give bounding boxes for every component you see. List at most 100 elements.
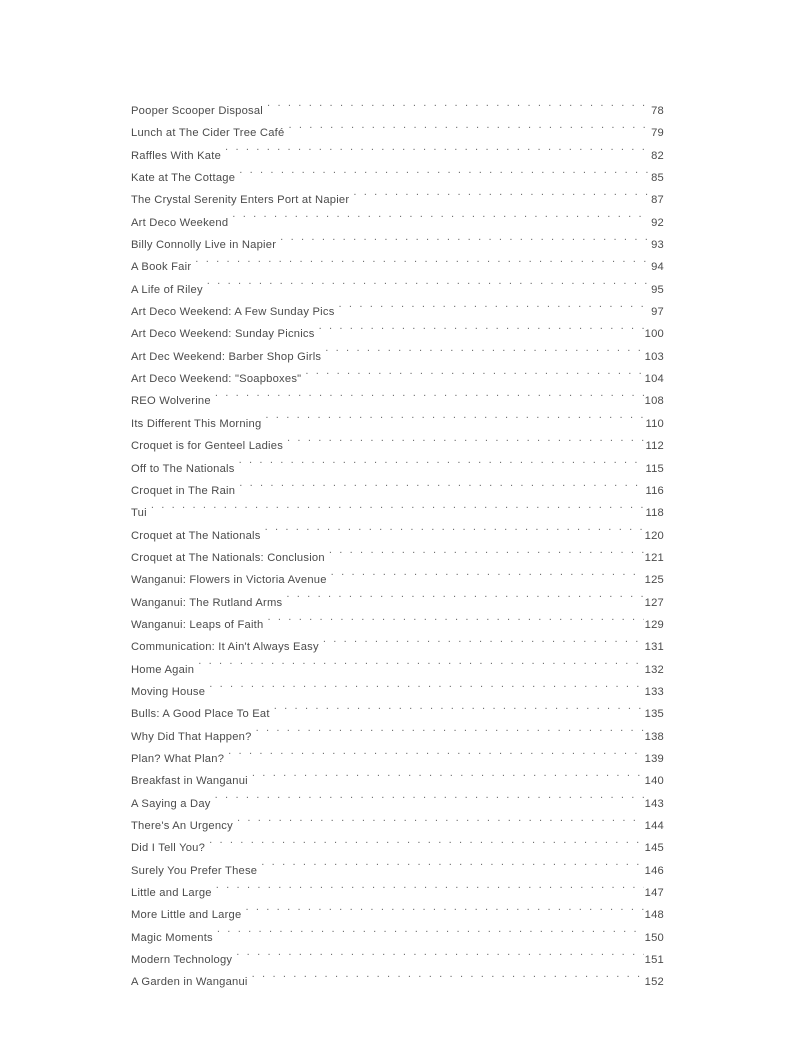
- toc-entry-page-number: 147: [644, 887, 664, 900]
- toc-entry-page-number: 135: [644, 708, 664, 721]
- toc-entry[interactable]: Art Deco Weekend: "Soapboxes" 104: [131, 368, 664, 390]
- toc-entry[interactable]: Art Deco Weekend: Sunday Picnics 100: [131, 323, 664, 345]
- toc-leader-dots: [236, 952, 643, 963]
- toc-entry-title: REO Wolverine: [131, 395, 211, 408]
- toc-entry-title: Art Deco Weekend: [131, 216, 229, 229]
- toc-leader-dots: [286, 594, 643, 605]
- toc-leader-dots: [252, 974, 644, 985]
- toc-entry[interactable]: Pooper Scooper Disposal 78: [131, 100, 664, 122]
- toc-entry-title: Wanganui: Flowers in Victoria Avenue: [131, 574, 327, 587]
- toc-entry-page-number: 144: [644, 820, 664, 832]
- toc-entry[interactable]: Billy Connolly Live in Napier 93: [131, 234, 664, 256]
- toc-entry[interactable]: Croquet in The Rain 116: [131, 480, 664, 502]
- toc-entry-title: A Saying a Day: [131, 797, 211, 810]
- toc-leader-dots: [207, 282, 650, 293]
- toc-entry-page-number: 93: [651, 239, 664, 252]
- toc-entry[interactable]: Surely You Prefer These 146: [131, 860, 664, 882]
- toc-entry[interactable]: Wanganui: Leaps of Faith 129: [131, 614, 664, 636]
- toc-entry[interactable]: More Little and Large 148: [131, 904, 664, 926]
- toc-entry-page-number: 108: [644, 395, 664, 408]
- toc-entry[interactable]: Plan? What Plan? 139: [131, 748, 664, 770]
- toc-entry[interactable]: A Life of Riley 95: [131, 279, 664, 301]
- toc-entry-page-number: 138: [644, 730, 664, 743]
- toc-entry[interactable]: Its Different This Morning 110: [131, 413, 664, 435]
- toc-entry-title: The Crystal Serenity Enters Port at Napi…: [131, 194, 350, 207]
- toc-entry-page-number: 95: [651, 283, 664, 296]
- toc-leader-dots: [267, 103, 650, 114]
- toc-entry-title: Little and Large: [131, 887, 212, 900]
- toc-entry-page-number: 140: [644, 775, 664, 788]
- toc-entry[interactable]: Off to The Nationals 115: [131, 458, 664, 480]
- toc-entry-page-number: 118: [645, 507, 664, 520]
- toc-entry-page-number: 125: [644, 574, 664, 587]
- toc-entry[interactable]: Magic Moments 150: [131, 927, 664, 949]
- toc-entry-title: A Life of Riley: [131, 283, 203, 296]
- toc-entry-title: Croquet in The Rain: [131, 484, 236, 497]
- toc-entry[interactable]: The Crystal Serenity Enters Port at Napi…: [131, 189, 664, 211]
- toc-entry[interactable]: Raffles With Kate 82: [131, 145, 664, 167]
- toc-entry-title: Communication: It Ain't Always Easy: [131, 641, 319, 654]
- toc-entry-page-number: 100: [644, 328, 664, 341]
- toc-entry-page-number: 85: [651, 172, 664, 185]
- toc-entry-title: Art Dec Weekend: Barber Shop Girls: [131, 350, 322, 363]
- toc-leader-dots: [228, 751, 644, 762]
- toc-entry-title: Art Deco Weekend: Sunday Picnics: [131, 328, 315, 341]
- toc-entry-title: More Little and Large: [131, 909, 242, 922]
- toc-entry[interactable]: Modern Technology 151: [131, 949, 664, 971]
- toc-leader-dots: [195, 259, 650, 270]
- toc-entry-title: Plan? What Plan?: [131, 752, 225, 765]
- toc-entry-page-number: 145: [644, 842, 664, 855]
- toc-entry-page-number: 127: [644, 596, 664, 609]
- toc-entry-title: Croquet at The Nationals: Conclusion: [131, 551, 325, 564]
- toc-entry[interactable]: A Garden in Wanganui 152: [131, 971, 664, 993]
- toc-leader-dots: [151, 505, 645, 516]
- toc-leader-dots: [216, 885, 644, 896]
- toc-leader-dots: [225, 148, 650, 159]
- toc-entry[interactable]: Lunch at The Cider Tree Café 79: [131, 122, 664, 144]
- toc-entry[interactable]: Did I Tell You? 145: [131, 837, 664, 859]
- toc-entry[interactable]: Art Dec Weekend: Barber Shop Girls 103: [131, 346, 664, 368]
- toc-entry[interactable]: Home Again 132: [131, 659, 664, 681]
- toc-entry-title: Croquet at The Nationals: [131, 529, 261, 542]
- toc-entry[interactable]: Breakfast in Wanganui 140: [131, 770, 664, 792]
- toc-entry[interactable]: Art Deco Weekend 92: [131, 212, 664, 234]
- toc-entry[interactable]: Art Deco Weekend: A Few Sunday Pics 97: [131, 301, 664, 323]
- toc-entry[interactable]: Croquet at The Nationals 120: [131, 525, 664, 547]
- toc-entry[interactable]: Communication: It Ain't Always Easy 131: [131, 636, 664, 658]
- toc-entry-title: Pooper Scooper Disposal: [131, 105, 264, 117]
- toc-entry[interactable]: Bulls: A Good Place To Eat 135: [131, 703, 664, 725]
- toc-entry-page-number: 143: [644, 797, 664, 810]
- toc-entry-page-number: 132: [644, 663, 664, 676]
- toc-leader-dots: [237, 818, 644, 829]
- toc-entry[interactable]: Wanganui: Flowers in Victoria Avenue 125: [131, 569, 664, 591]
- toc-leader-dots: [265, 416, 644, 427]
- toc-leader-dots: [209, 840, 644, 851]
- toc-entry-page-number: 103: [644, 350, 664, 363]
- toc-entry[interactable]: REO Wolverine 108: [131, 390, 664, 412]
- toc-leader-dots: [329, 550, 644, 561]
- toc-entry[interactable]: A Book Fair 94: [131, 256, 664, 278]
- toc-entry[interactable]: Kate at The Cottage 85: [131, 167, 664, 189]
- toc-entry[interactable]: A Saying a Day 143: [131, 793, 664, 815]
- toc-entry[interactable]: Croquet is for Genteel Ladies 112: [131, 435, 664, 457]
- toc-leader-dots: [239, 460, 645, 471]
- toc-entry-title: Modern Technology: [131, 954, 233, 967]
- toc-entry-page-number: 94: [651, 261, 664, 274]
- toc-entry[interactable]: Wanganui: The Rutland Arms 127: [131, 592, 664, 614]
- toc-leader-dots: [217, 930, 644, 941]
- toc-entry[interactable]: There's An Urgency 144: [131, 815, 664, 837]
- toc-entry-page-number: 148: [644, 909, 664, 922]
- toc-entry[interactable]: Tui 118: [131, 502, 664, 524]
- toc-entry-title: Moving House: [131, 685, 206, 698]
- toc-leader-dots: [232, 215, 650, 226]
- toc-entry-page-number: 110: [645, 417, 664, 430]
- toc-leader-dots: [239, 170, 650, 181]
- toc-entry-title: Art Deco Weekend: "Soapboxes": [131, 373, 302, 386]
- toc-entry[interactable]: Croquet at The Nationals: Conclusion 121: [131, 547, 664, 569]
- toc-entry[interactable]: Moving House 133: [131, 681, 664, 703]
- toc-entry[interactable]: Why Did That Happen? 138: [131, 726, 664, 748]
- toc-entry-title: A Book Fair: [131, 261, 192, 274]
- toc-entry[interactable]: Little and Large 147: [131, 882, 664, 904]
- toc-leader-dots: [209, 684, 643, 695]
